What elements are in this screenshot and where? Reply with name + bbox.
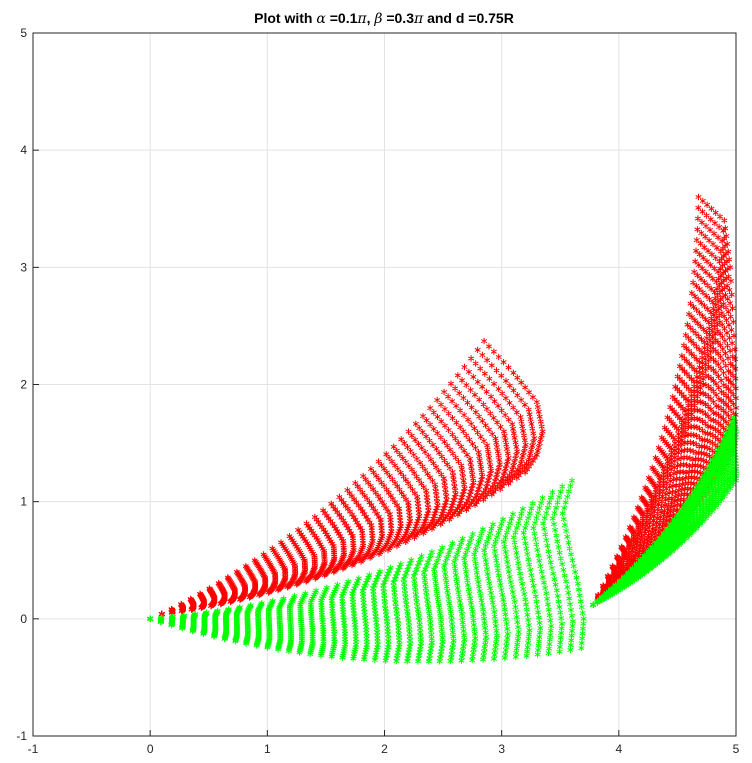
y-tick-label: 3 xyxy=(20,260,27,274)
y-tick-label: 4 xyxy=(20,143,27,157)
y-tick-label: 5 xyxy=(20,26,27,40)
x-tick-label: 1 xyxy=(264,742,271,756)
x-tick-label: 2 xyxy=(381,742,388,756)
x-tick-label: 0 xyxy=(147,742,154,756)
ticks: -1 0 1 2 3 4 5 -1 0 1 2 3 4 5 xyxy=(16,26,739,756)
y-tick-label: 2 xyxy=(20,378,27,392)
title-beta-value: =0.3 xyxy=(382,10,414,26)
title-suffix: and d =0.75R xyxy=(423,10,514,26)
title-separator: , xyxy=(367,10,375,26)
x-tick-label: 3 xyxy=(498,742,505,756)
data-layer xyxy=(147,193,740,665)
y-tick-label: -1 xyxy=(16,729,27,743)
title-beta-symbol: β xyxy=(373,11,382,27)
x-tick-label: 4 xyxy=(615,742,622,756)
data-point-trace-1-0-30 xyxy=(147,477,575,622)
series-green xyxy=(147,414,740,665)
y-tick-label: 1 xyxy=(20,495,27,509)
title-prefix: Plot with xyxy=(254,10,316,26)
x-tick-label: 5 xyxy=(733,742,740,756)
x-tick-label: -1 xyxy=(28,742,39,756)
title-pi-1: π xyxy=(356,11,367,27)
title-alpha-value: =0.1 xyxy=(326,10,358,26)
title-pi-2: π xyxy=(413,11,424,27)
data-point-trace-0-0-30 xyxy=(158,337,488,618)
y-tick-label: 0 xyxy=(20,612,27,626)
data-point-trace-1-1-24 xyxy=(590,414,737,608)
chart-title: Plot with α =0.1π, β =0.3π and d =0.75R xyxy=(254,10,514,27)
title-alpha-symbol: α xyxy=(316,11,326,27)
